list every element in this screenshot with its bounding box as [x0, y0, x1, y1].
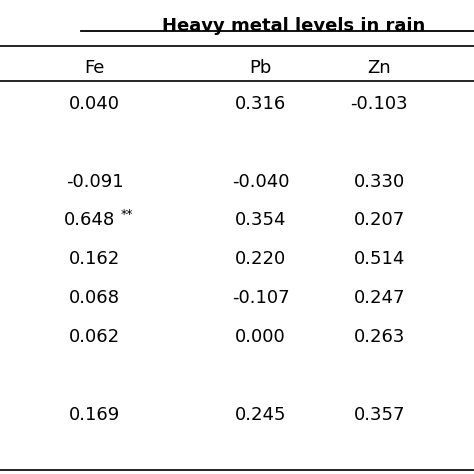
Text: -0.040: -0.040: [232, 173, 290, 191]
Text: 0.354: 0.354: [235, 211, 286, 229]
Text: 0.330: 0.330: [354, 173, 405, 191]
Text: 0.263: 0.263: [354, 328, 405, 346]
Text: 0.514: 0.514: [354, 250, 405, 268]
Text: -0.091: -0.091: [66, 173, 124, 191]
Text: 0.162: 0.162: [69, 250, 120, 268]
Text: -0.103: -0.103: [350, 95, 408, 113]
Text: 0.068: 0.068: [69, 289, 120, 307]
Text: **: **: [121, 208, 133, 220]
Text: 0.648: 0.648: [64, 211, 115, 229]
Text: 0.062: 0.062: [69, 328, 120, 346]
Text: 0.040: 0.040: [69, 95, 120, 113]
Text: 0.220: 0.220: [235, 250, 286, 268]
Text: 0.316: 0.316: [235, 95, 286, 113]
Text: 0.357: 0.357: [354, 406, 405, 424]
Text: 0.245: 0.245: [235, 406, 286, 424]
Text: Heavy metal levels in rain: Heavy metal levels in rain: [162, 17, 426, 35]
Text: Zn: Zn: [367, 59, 391, 77]
Text: -0.107: -0.107: [232, 289, 290, 307]
Text: 0.247: 0.247: [354, 289, 405, 307]
Text: 0.207: 0.207: [354, 211, 405, 229]
Text: Fe: Fe: [85, 59, 105, 77]
Text: 0.000: 0.000: [235, 328, 286, 346]
Text: Pb: Pb: [249, 59, 272, 77]
Text: 0.169: 0.169: [69, 406, 120, 424]
